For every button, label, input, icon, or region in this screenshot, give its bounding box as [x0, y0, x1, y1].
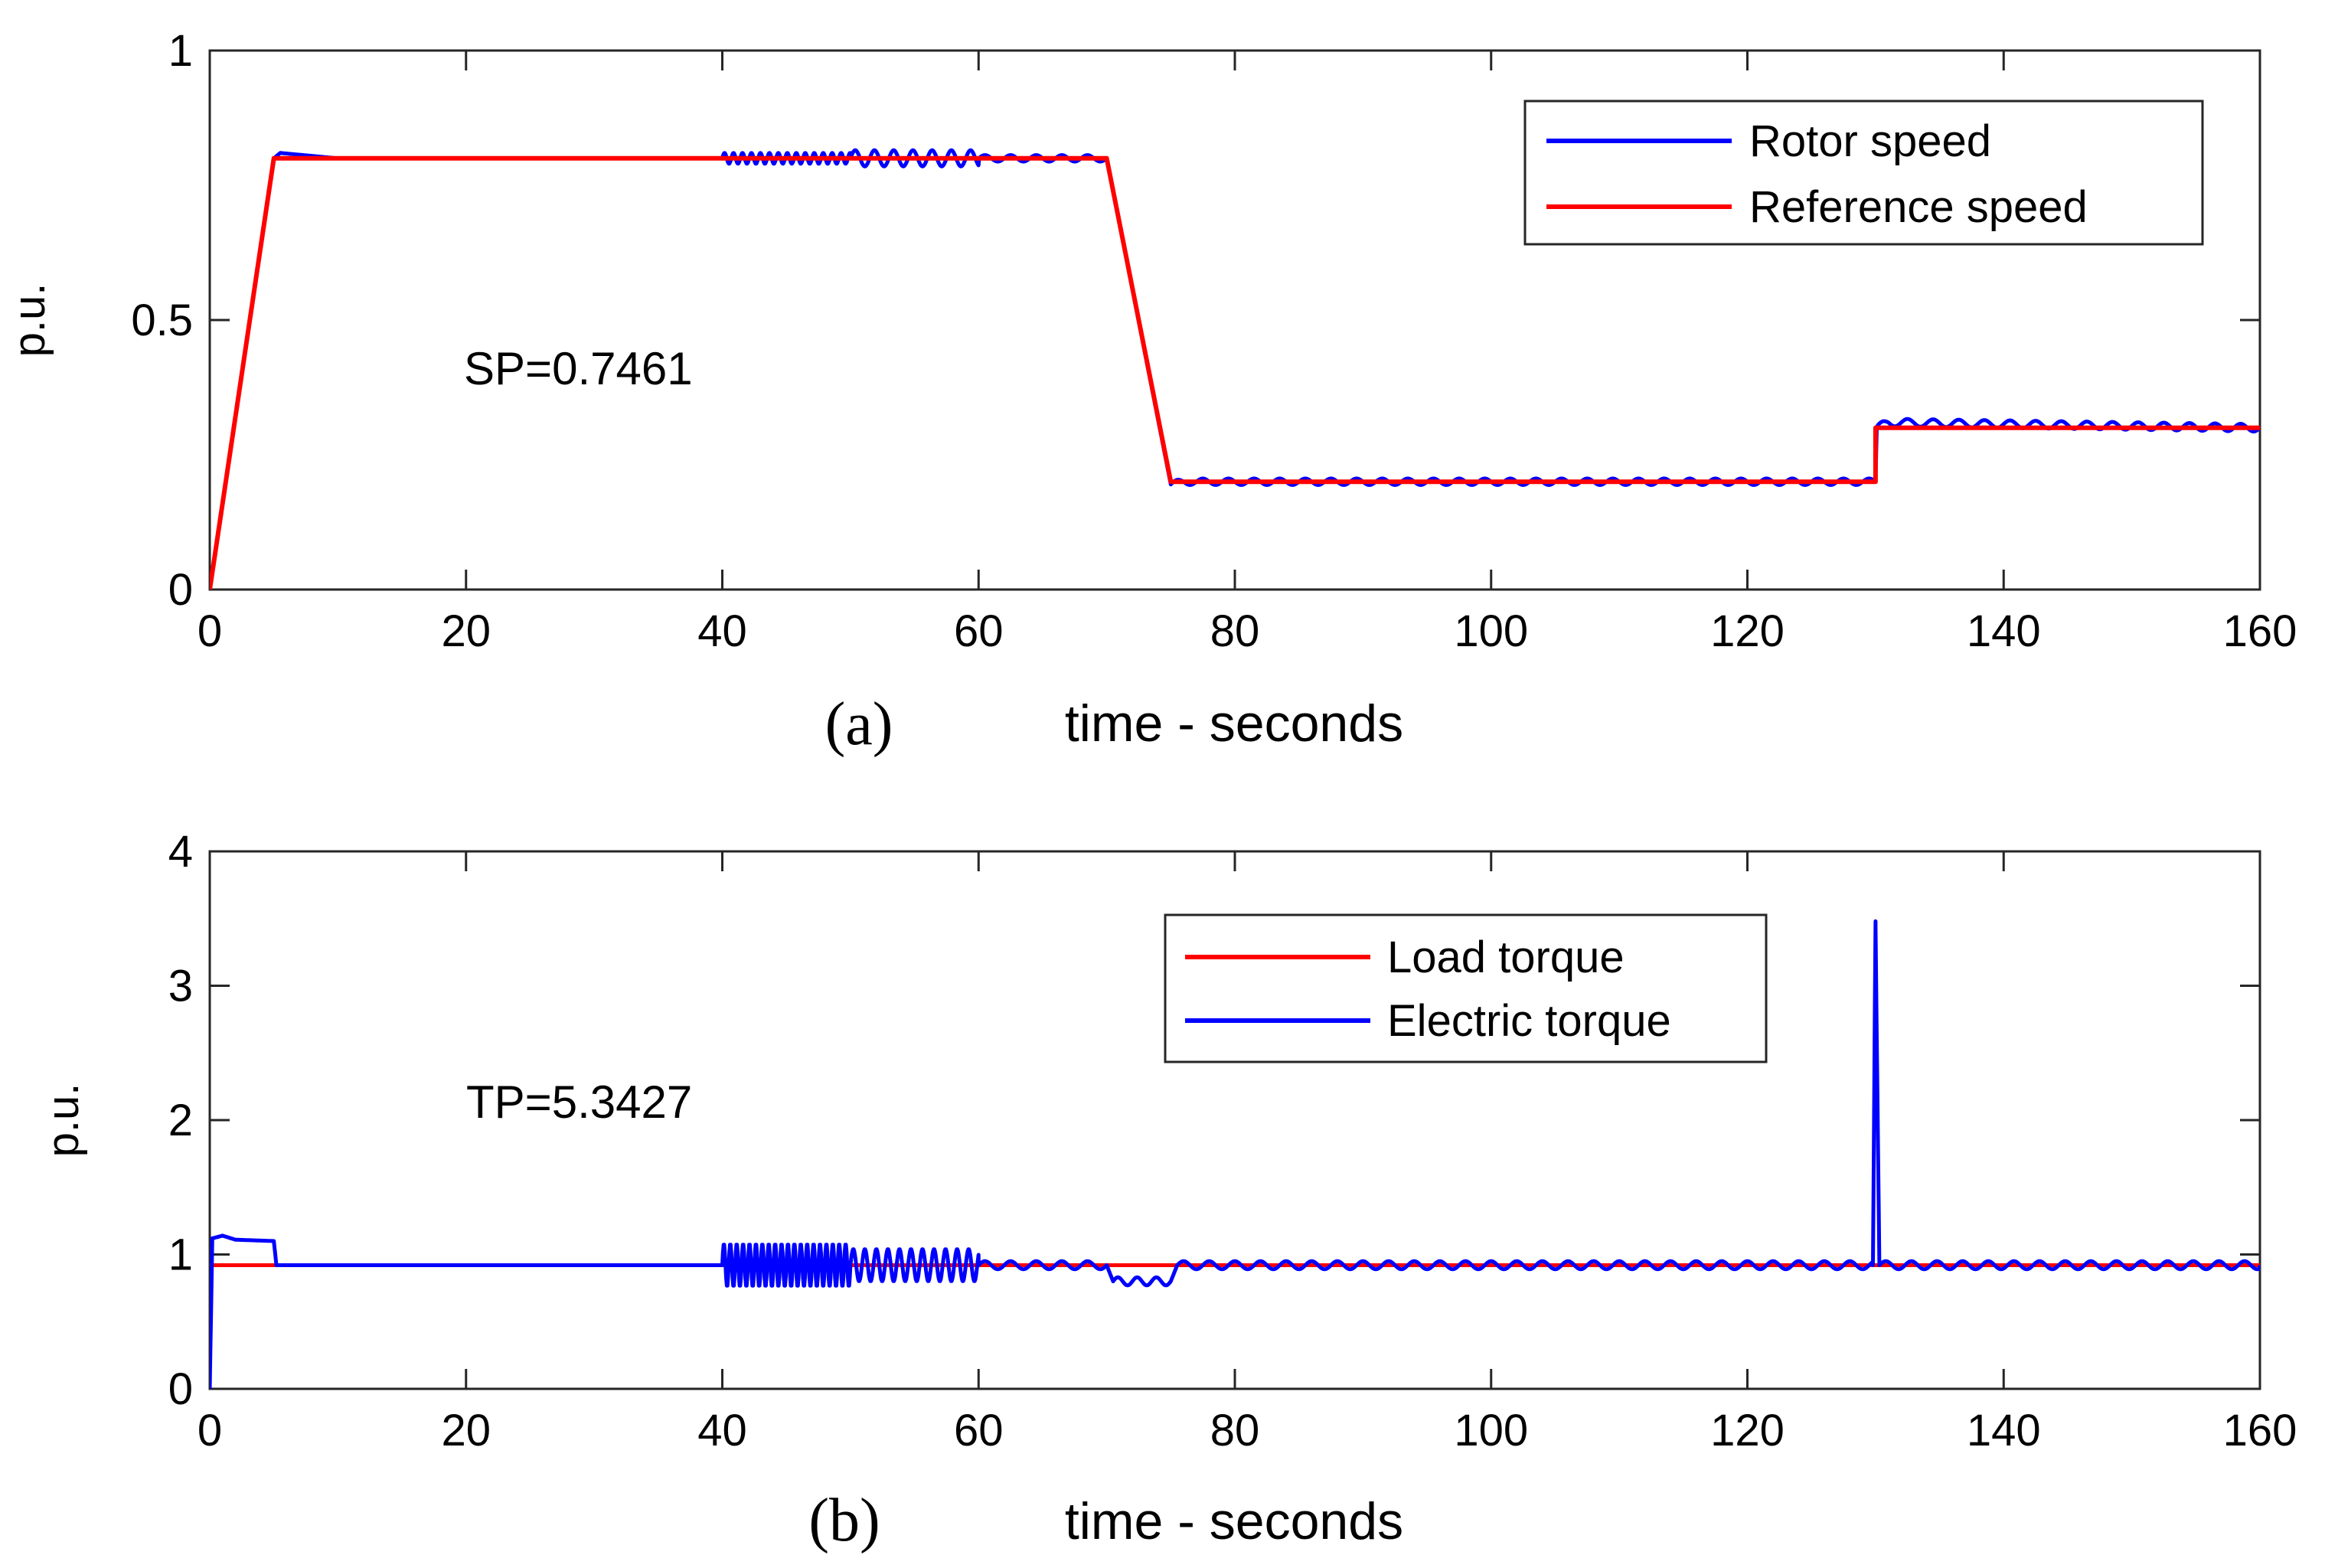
- x-tick-label: 0: [198, 606, 222, 656]
- x-tick-label: 100: [1454, 1406, 1528, 1455]
- reference-speed-line: [210, 155, 2260, 590]
- y-tick-label: 0.5: [131, 296, 193, 345]
- torque-series-group: [210, 919, 2260, 1389]
- y-tick-label: 3: [168, 962, 193, 1011]
- torque-panel: 0 20 40 60 80 100 120 140 160 0 1 2 3 4 p.u. time - s…: [38, 827, 2297, 1554]
- x-tick-label: 140: [1967, 1406, 2041, 1455]
- speed-annotation: SP=0.7461: [464, 343, 693, 394]
- x-tick-label: 160: [2223, 606, 2297, 656]
- x-tick-label: 120: [1710, 1406, 1785, 1455]
- speed-legend: Rotor speed Reference speed: [1523, 100, 2204, 246]
- speed-panel-label: (a): [825, 691, 893, 758]
- legend-label-electric-torque: Electric torque: [1387, 996, 1671, 1046]
- torque-ticks: 0 20 40 60 80 100 120 140 160 0 1 2 3 4: [168, 827, 2297, 1455]
- y-tick-label: 2: [168, 1096, 193, 1145]
- speed-series-group: [210, 148, 2260, 590]
- torque-legend-box: [1164, 913, 1768, 1063]
- speed-ticks: 0 20 40 60 80 100 120 140 160 0 0.5 1: [131, 26, 2297, 656]
- x-tick-label: 40: [697, 1406, 747, 1455]
- x-tick-label: 160: [2223, 1406, 2297, 1455]
- speed-ylabel: p.u.: [5, 283, 54, 358]
- torque-xlabel: time - seconds: [1065, 1492, 1403, 1550]
- speed-panel: 0 20 40 60 80 100 120 140 160 0 0.5 1 p.u. time - s…: [5, 26, 2297, 758]
- x-tick-label: 80: [1210, 606, 1260, 656]
- x-tick-label: 100: [1454, 606, 1528, 656]
- x-tick-label: 80: [1210, 1406, 1260, 1455]
- x-tick-label: 0: [198, 1406, 222, 1455]
- electric-torque-line: [210, 919, 2260, 1389]
- legend-label-rotor-speed: Rotor speed: [1749, 116, 1991, 166]
- x-tick-label: 60: [954, 1406, 1004, 1455]
- y-tick-label: 1: [168, 26, 193, 76]
- torque-legend: Load torque Electric torque: [1164, 913, 1768, 1063]
- speed-xlabel: time - seconds: [1065, 694, 1403, 753]
- x-tick-label: 140: [1967, 606, 2041, 656]
- legend-label-reference-speed: Reference speed: [1749, 182, 2088, 232]
- x-tick-label: 20: [441, 606, 491, 656]
- y-tick-label: 4: [168, 827, 193, 877]
- x-tick-label: 20: [441, 1406, 491, 1455]
- y-tick-label: 1: [168, 1230, 193, 1280]
- speed-legend-box: [1523, 100, 2204, 246]
- torque-panel-label: (b): [808, 1487, 880, 1554]
- y-tick-label: 0: [168, 1364, 193, 1414]
- x-tick-label: 60: [954, 606, 1004, 656]
- x-tick-label: 40: [697, 606, 747, 656]
- x-tick-label: 120: [1710, 606, 1785, 656]
- torque-ylabel: p.u.: [38, 1083, 88, 1158]
- y-tick-label: 0: [168, 565, 193, 615]
- torque-annotation: TP=5.3427: [466, 1076, 692, 1128]
- legend-label-load-torque: Load torque: [1387, 933, 1625, 982]
